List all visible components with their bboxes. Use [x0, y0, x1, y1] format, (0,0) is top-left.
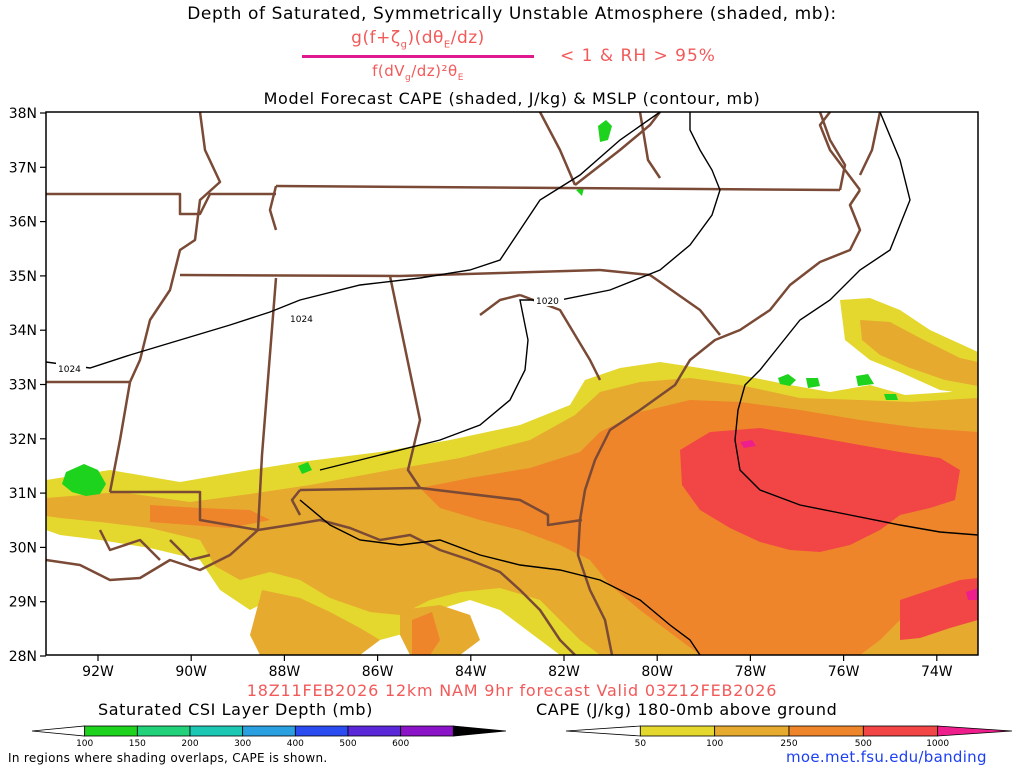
colorbar-arrow-right	[452, 725, 507, 737]
lat-label: 34N	[9, 323, 37, 339]
colorbar-tick-label: 400	[287, 739, 304, 749]
isobar-label: 1024	[290, 315, 313, 325]
lon-label: 82W	[548, 664, 580, 680]
csi-colorbar: 100 150 200 300 400 500 600	[31, 725, 507, 749]
lon-label: 90W	[175, 664, 207, 680]
formula-denominator: f(dVg/dz)²θE	[372, 62, 464, 83]
lon-label: 78W	[735, 664, 767, 680]
colorbar-tick-label: 200	[181, 739, 198, 749]
colorbar-tick-label: 1000	[926, 739, 949, 749]
csi-shading-100-150	[62, 120, 898, 496]
longitude-axis: 92W 90W 88W 86W 84W 82W 80W 78W 76W 74W	[82, 655, 953, 680]
colorbar-tick-label: 300	[234, 739, 251, 749]
lat-label: 31N	[9, 486, 37, 502]
lat-label: 35N	[9, 269, 37, 285]
colorbar-arrow-left	[565, 725, 641, 737]
cape-shading-500-1000	[680, 428, 978, 640]
colorbar-tick-label: 500	[855, 739, 872, 749]
colorbar-segment	[639, 725, 716, 737]
mslp-isobars	[46, 112, 978, 655]
lon-label: 76W	[828, 664, 860, 680]
colorbar-segment	[788, 725, 864, 737]
colorbar-tick-label: 100	[76, 739, 93, 749]
source-url-link[interactable]: moe.met.fsu.edu/banding	[786, 748, 987, 766]
formula-criteria: < 1 & RH > 95%	[560, 46, 716, 66]
cape-colorbar-title: CAPE (J/kg) 180-0mb above ground	[536, 700, 838, 719]
csi-colorbar-title: Saturated CSI Layer Depth (mb)	[98, 700, 373, 719]
lat-label: 32N	[9, 432, 37, 448]
map-frame	[45, 111, 979, 656]
colorbar-segment	[136, 725, 191, 737]
overlap-note: In regions where shading overlaps, CAPE …	[8, 751, 328, 765]
lat-label: 28N	[9, 649, 37, 665]
colorbar-segment	[400, 725, 454, 737]
lat-label: 29N	[9, 595, 37, 611]
colorbar-segment	[862, 725, 939, 737]
lat-label: 36N	[9, 215, 37, 231]
colorbar-tick-label: 600	[392, 739, 409, 749]
lon-label: 80W	[641, 664, 673, 680]
lon-label: 84W	[455, 664, 487, 680]
colorbar-segment	[714, 725, 790, 737]
cape-colorbar: 50 100 250 500 1000	[565, 725, 1013, 749]
lon-label: 74W	[921, 664, 953, 680]
coastlines	[46, 112, 882, 655]
lon-label: 86W	[362, 664, 394, 680]
isobar-label: 1024	[58, 365, 81, 375]
colorbar-tick-label: 100	[706, 739, 723, 749]
colorbar-segment	[294, 725, 349, 737]
colorbar-segment	[347, 725, 402, 737]
colorbar-segment	[189, 725, 244, 737]
colorbar-tick-label: 250	[780, 739, 797, 749]
lon-label: 92W	[82, 664, 114, 680]
isobar-label: 1020	[536, 297, 559, 307]
title-line-3: Model Forecast CAPE (shaded, J/kg) & MSL…	[263, 89, 761, 108]
lat-label: 33N	[9, 378, 37, 394]
lon-label: 88W	[269, 664, 301, 680]
formula-numerator: g(f+ζg)(dθE/dz)	[351, 28, 485, 51]
valid-time-line: 18Z11FEB2026 12km NAM 9hr forecast Valid…	[246, 681, 778, 700]
lat-label: 37N	[9, 160, 37, 176]
latitude-axis: 38N 37N 36N 35N 34N 33N 32N 31N 30N 29N 28N	[9, 106, 46, 665]
cape-shading-1000-plus	[740, 440, 978, 600]
colorbar-segment	[84, 725, 138, 737]
colorbar-tick-label: 150	[129, 739, 146, 749]
isobar-labels: 1024 1024 1020	[56, 294, 564, 375]
map-area	[46, 112, 978, 655]
lat-label: 30N	[9, 540, 37, 556]
formula-fraction-bar	[302, 55, 534, 58]
colorbar-arrow-left	[31, 725, 86, 737]
colorbar-segment	[242, 725, 296, 737]
lat-label: 38N	[9, 106, 37, 122]
colorbar-tick-label: 50	[635, 739, 647, 749]
colorbar-tick-label: 500	[339, 739, 356, 749]
title-line-1: Depth of Saturated, Symmetrically Unstab…	[187, 4, 837, 24]
colorbar-arrow-right	[937, 725, 1013, 737]
